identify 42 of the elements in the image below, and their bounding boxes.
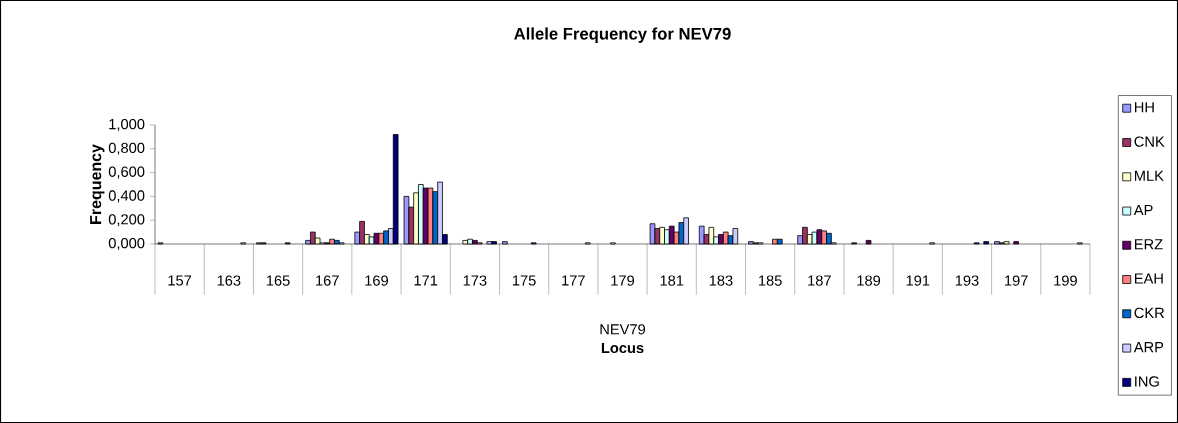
legend-label: ERZ <box>1134 239 1163 250</box>
y-tick-label: 0,800 <box>108 142 145 155</box>
bar <box>811 231 818 245</box>
legend-label: CKR <box>1134 307 1165 319</box>
x-tick-label: 183 <box>709 275 733 286</box>
x-tick-label: 157 <box>168 275 192 286</box>
legend-label: CNK <box>1134 136 1165 147</box>
bar <box>722 231 729 245</box>
legend-label: ING <box>1135 376 1159 387</box>
x-tick-label: 163 <box>217 275 241 286</box>
bar <box>373 232 380 245</box>
x-tick-label: 173 <box>463 275 487 286</box>
legend-label: ARP <box>1133 342 1164 353</box>
x-tick-label: 191 <box>906 275 930 286</box>
text: NEV79 <box>600 324 646 335</box>
y-tick-label: 0,400 <box>108 190 145 203</box>
x-tick-label: 169 <box>365 275 388 286</box>
x-axis-title: Locus <box>601 342 644 354</box>
x-tick-label: 189 <box>857 275 881 286</box>
x-tick-label: 165 <box>266 275 290 286</box>
x-tick-label: 167 <box>316 275 339 286</box>
y-tick-label: 0,000 <box>108 237 145 251</box>
legend-label: MLK <box>1134 170 1164 181</box>
x-tick-label: 181 <box>660 275 684 286</box>
y-tick-label: 0,200 <box>108 214 145 227</box>
x-tick-label: 175 <box>512 275 536 286</box>
y-tick-label: 0,600 <box>108 166 145 179</box>
legend-label: EAH <box>1134 273 1163 284</box>
y-tick-label: 1,000 <box>109 118 145 132</box>
legend-label: AP <box>1133 205 1153 216</box>
legend-label: HH <box>1134 102 1154 113</box>
y-axis-title: Frequency <box>90 144 105 224</box>
x-tick-label: 187 <box>808 275 831 286</box>
x-tick-label: 185 <box>759 275 782 286</box>
bar <box>427 187 434 245</box>
chart-title: Allele Frequency for NEV79 <box>514 27 731 43</box>
x-tick-label: 179 <box>611 275 635 286</box>
x-tick-label: 197 <box>1005 275 1028 286</box>
x-tick-label: 193 <box>955 275 979 286</box>
x-tick-label: 199 <box>1054 275 1077 286</box>
x-tick-label: 171 <box>414 275 438 286</box>
x-tick-label: 177 <box>562 275 585 286</box>
